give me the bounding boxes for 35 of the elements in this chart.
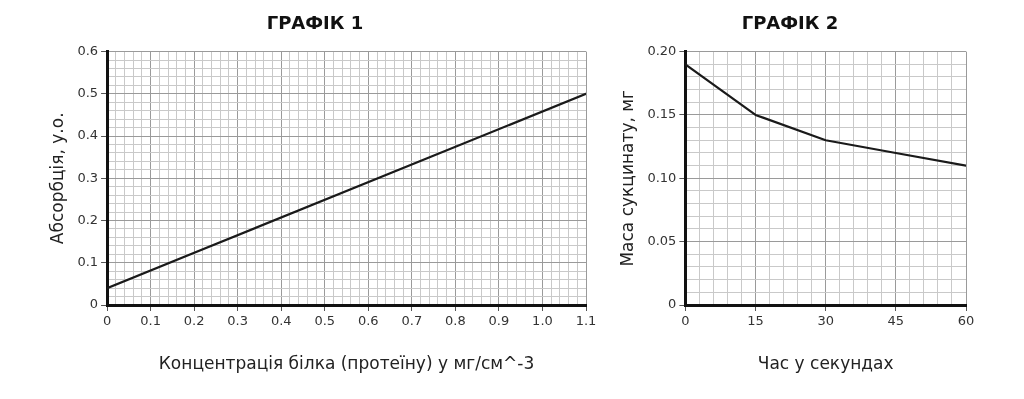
x-tick-label: 0.2	[183, 313, 205, 329]
y-tick-label: 0.1	[77, 254, 99, 270]
y-tick-label: 0.3	[77, 169, 99, 185]
x-tick-label: 0.6	[357, 313, 379, 329]
x-tick-label: 15	[747, 313, 764, 329]
x-tick-label: 0.5	[314, 313, 336, 329]
y-tick-label: 0.05	[647, 233, 677, 249]
y-tick-label: 0.5	[77, 85, 99, 101]
x-tick-label: 1.1	[575, 313, 597, 329]
y-tick-label: 0.20	[647, 42, 677, 58]
y-axis-title: Маса сукцинату, мг	[616, 89, 637, 267]
y-tick-label: 0	[89, 296, 99, 312]
chart-title: ГРАФІК 2	[741, 12, 839, 34]
x-tick-label: 0	[681, 313, 690, 329]
y-tick-label: 0.2	[77, 211, 99, 227]
y-tick-label: 0.6	[77, 42, 99, 58]
x-tick-label: 0.7	[401, 313, 423, 329]
y-tick-label: 0.4	[77, 127, 99, 143]
y-tick-label: 0.15	[647, 106, 677, 122]
y-tick-label: 0.10	[647, 169, 677, 185]
x-tick-label: 60	[957, 313, 975, 329]
chart-title: ГРАФІК 1	[266, 12, 364, 34]
x-tick-label: 0	[102, 313, 112, 329]
x-tick-label: 45	[887, 313, 905, 329]
x-tick-label: 0.1	[140, 313, 161, 329]
x-tick-label: 1.0	[532, 313, 553, 329]
x-axis-title: Концентрація білка (протеїну) у мг/см^-3	[158, 353, 535, 374]
x-tick-label: 0.4	[270, 313, 292, 329]
x-tick-label: 0.3	[227, 313, 249, 329]
x-tick-label: 0.8	[445, 313, 466, 329]
x-tick-label: 30	[817, 313, 834, 329]
x-tick-label: 0.9	[488, 313, 510, 329]
y-tick-label: 0	[668, 296, 677, 312]
x-axis-title: Час у секундах	[757, 353, 894, 374]
y-axis-title: Абсорбція, у.о.	[46, 112, 67, 245]
